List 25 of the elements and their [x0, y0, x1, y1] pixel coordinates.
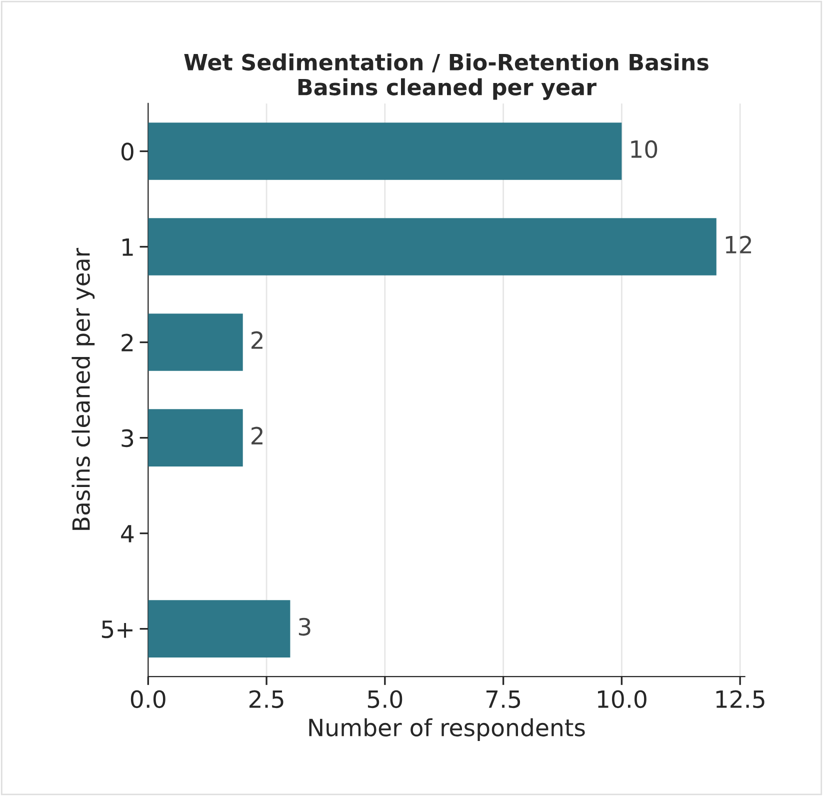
- x-tick-label: 2.5: [249, 690, 284, 708]
- x-tick-label: 7.5: [486, 690, 520, 708]
- y-tick-label: 5+: [102, 620, 132, 638]
- x-tick-label: 10.0: [598, 690, 646, 708]
- y-tick-label: 4: [121, 525, 134, 542]
- x-axis-title: Number of respondents: [309, 718, 585, 742]
- data-label: 3: [298, 618, 310, 636]
- x-tick-label: 0.0: [130, 690, 166, 708]
- x-tick-label: 12.5: [716, 690, 764, 708]
- y-tick-label: 1: [122, 238, 133, 256]
- bar: [148, 409, 243, 466]
- bar: [148, 314, 243, 371]
- data-label: 2: [252, 331, 262, 349]
- bar: [148, 122, 622, 180]
- bar: [148, 600, 290, 658]
- y-tick-label: 2: [122, 334, 133, 352]
- y-tick-label: 0: [121, 142, 134, 161]
- data-label: 10: [631, 140, 658, 158]
- x-tick-label: 5.0: [368, 690, 402, 708]
- bar: [148, 218, 716, 276]
- data-label: 2: [252, 426, 262, 444]
- data-label: 12: [726, 236, 752, 254]
- y-tick-label: 3: [122, 429, 134, 448]
- chart-title: Wet Sedimentation / Bio-Retention Basins Basins cleaned per year: [184, 53, 708, 100]
- y-axis-title: Basins cleaned per year: [72, 248, 95, 530]
